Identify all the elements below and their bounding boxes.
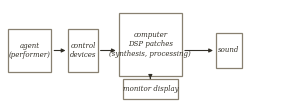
Bar <box>68 29 98 72</box>
Bar <box>8 29 51 72</box>
Text: sound: sound <box>218 46 240 55</box>
Text: control
devices: control devices <box>70 42 96 59</box>
Text: monitor display: monitor display <box>123 85 178 93</box>
Text: computer
DSP patches
(synthesis, processing): computer DSP patches (synthesis, process… <box>110 31 191 58</box>
Bar <box>216 33 242 68</box>
Text: agent
(performer): agent (performer) <box>8 42 51 59</box>
Bar <box>123 79 178 99</box>
Bar <box>119 13 182 76</box>
